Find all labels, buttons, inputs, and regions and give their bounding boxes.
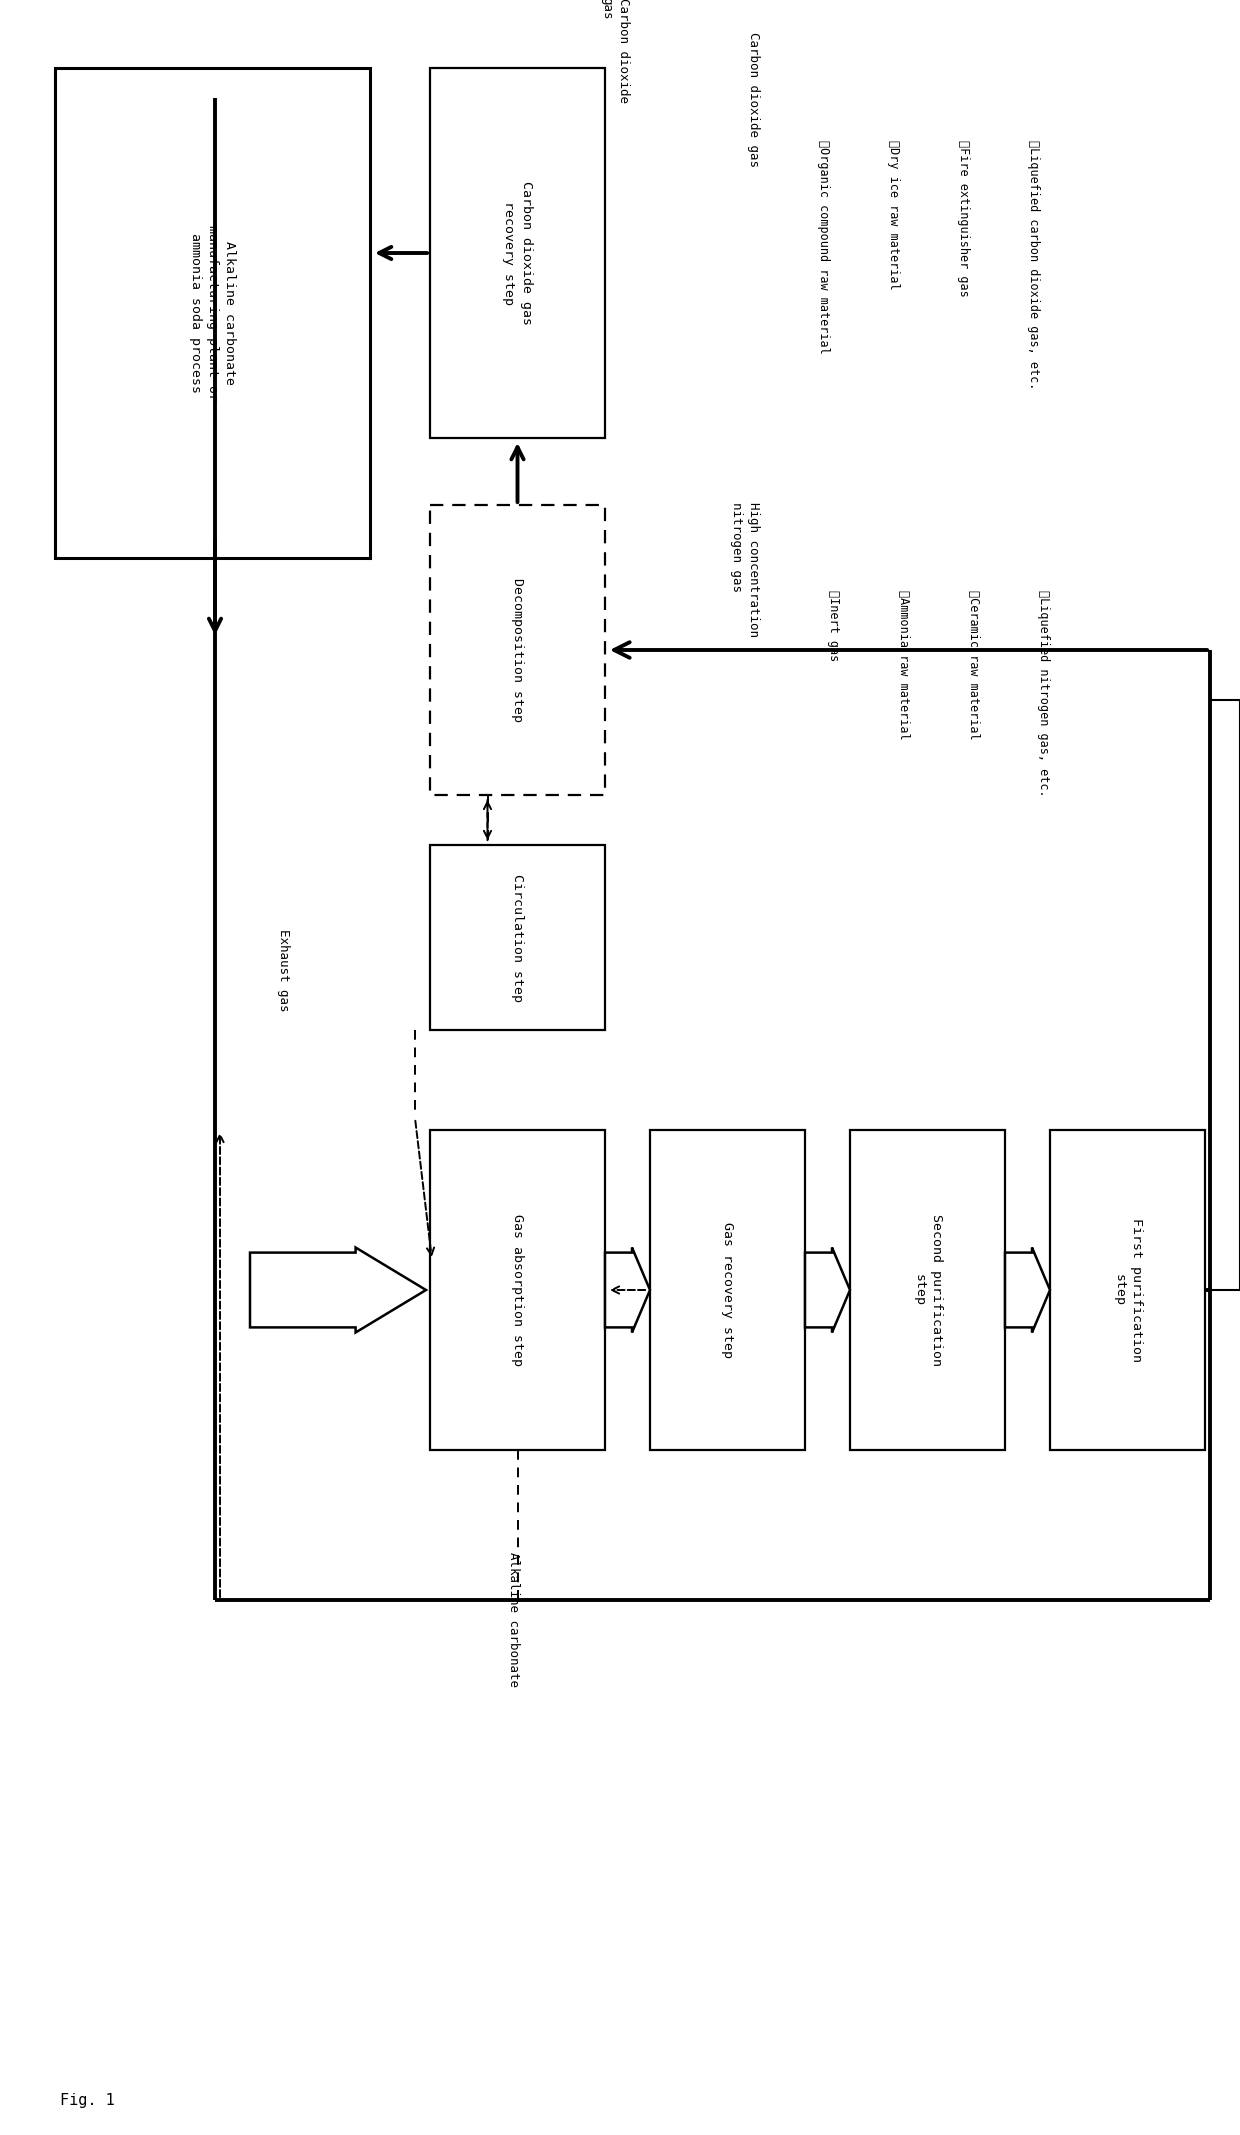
Text: ・Dry ice raw material: ・Dry ice raw material (887, 141, 900, 290)
Text: ・Liquefied carbon dioxide gas, etc.: ・Liquefied carbon dioxide gas, etc. (1027, 141, 1040, 389)
Text: ・Inert gas: ・Inert gas (827, 589, 839, 662)
Text: Circulation step: Circulation step (511, 873, 525, 1001)
Text: ・Organic compound raw material: ・Organic compound raw material (817, 141, 830, 354)
Text: ・Liquefied nitrogen gas, etc.: ・Liquefied nitrogen gas, etc. (1037, 589, 1050, 796)
Text: Carbon dioxide gas
recovery step: Carbon dioxide gas recovery step (502, 181, 532, 325)
Text: Fig. 1: Fig. 1 (60, 2092, 115, 2107)
Text: Second purification
step: Second purification step (913, 1215, 942, 1366)
Text: Carbon dioxide gas: Carbon dioxide gas (746, 32, 760, 167)
Bar (55, 68, 370, 557)
Polygon shape (250, 1247, 427, 1332)
Text: Carbon dioxide
gas: Carbon dioxide gas (600, 0, 630, 102)
Text: First purification
step: First purification step (1112, 1217, 1142, 1362)
Bar (430, 1129, 605, 1450)
Bar (849, 1129, 1004, 1450)
Text: High concentration
nitrogen gas: High concentration nitrogen gas (730, 502, 760, 638)
Bar (430, 68, 605, 438)
Bar (430, 845, 605, 1029)
Polygon shape (1004, 1247, 1050, 1332)
Text: ・Fire extinguisher gas: ・Fire extinguisher gas (957, 141, 970, 297)
Text: Alkaline carbonate: Alkaline carbonate (507, 1552, 520, 1687)
Polygon shape (805, 1247, 849, 1332)
Bar (430, 506, 605, 794)
Text: Decomposition step: Decomposition step (511, 579, 525, 722)
Bar (1050, 1129, 1205, 1450)
Text: ・Ceramic raw material: ・Ceramic raw material (967, 589, 980, 739)
Bar (650, 1129, 805, 1450)
Polygon shape (605, 1247, 650, 1332)
Text: Gas absorption step: Gas absorption step (511, 1215, 525, 1366)
Text: Alkaline carbonate
manufacturing plant or
ammonia soda process: Alkaline carbonate manufacturing plant o… (188, 224, 236, 401)
Text: ・Ammonia raw material: ・Ammonia raw material (897, 589, 910, 739)
Text: Exhaust gas: Exhaust gas (277, 929, 290, 1012)
Text: Gas recovery step: Gas recovery step (720, 1221, 734, 1358)
